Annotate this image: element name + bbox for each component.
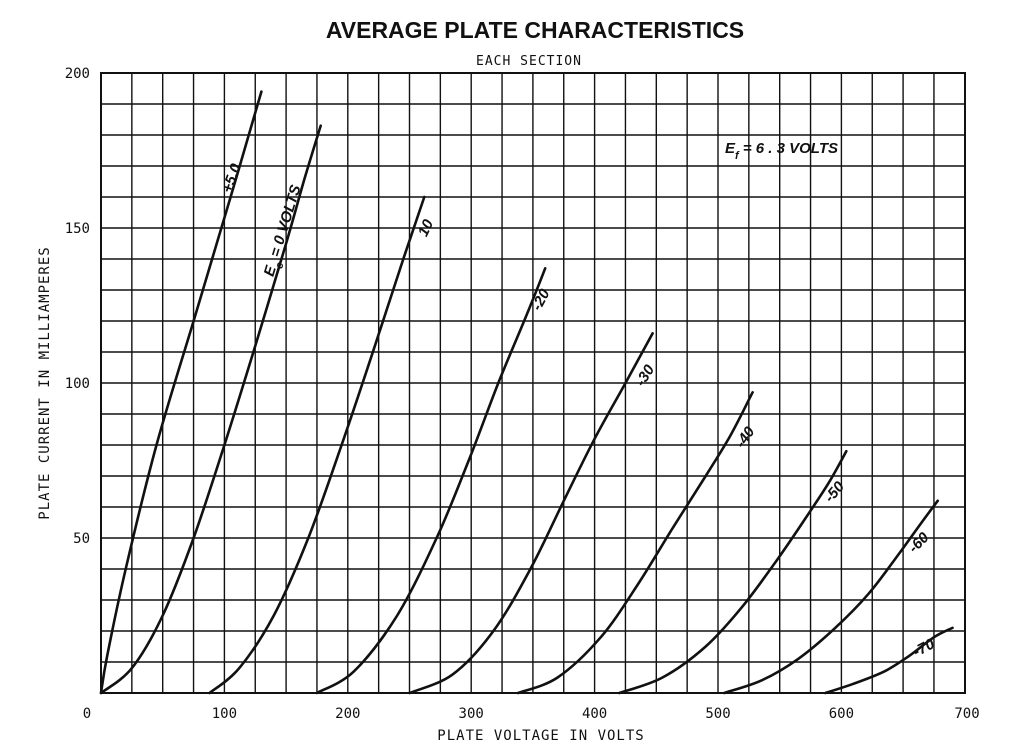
curve-series (315, 267, 547, 695)
curve-label: -60 (905, 529, 933, 557)
x-tick-label: 200 (335, 706, 360, 722)
x-tick-label: 700 (954, 706, 979, 722)
x-tick-label: 600 (829, 706, 854, 722)
curve-series (208, 195, 426, 695)
plot-frame (100, 72, 966, 694)
curve-label: 10 (415, 216, 438, 239)
curve-series (824, 626, 954, 695)
curve-series (618, 449, 848, 695)
chart-title: AVERAGE PLATE CHARACTERISTICS (326, 17, 744, 43)
curve-labels: +5.0Ec = 0 VOLTS 10-20-30-40-50-60-70 (219, 161, 938, 661)
y-tick-label: 100 (65, 376, 90, 392)
x-tick-labels: 0 100 200 300 400 500 600 700 (83, 706, 980, 722)
curves (99, 90, 954, 695)
annotation-subscript: f (735, 150, 740, 162)
annotation-rest: = 6 . 3 VOLTS (739, 140, 838, 157)
curve-series (722, 499, 939, 695)
x-tick-label: 400 (582, 706, 607, 722)
y-tick-label: 150 (65, 221, 90, 237)
annotation-e: E (725, 140, 736, 157)
curve-label: -50 (821, 478, 848, 506)
y-tick-label: 200 (65, 66, 90, 82)
x-tick-label: 500 (705, 706, 730, 722)
filament-voltage-annotation: Ef = 6 . 3 VOLTS (725, 140, 838, 162)
curve-series (99, 124, 322, 695)
x-axis-label: PLATE VOLTAGE IN VOLTS (437, 728, 644, 744)
y-tick-label: 50 (73, 531, 90, 547)
chart-subtitle: EACH SECTION (476, 54, 582, 69)
x-tick-label: 300 (459, 706, 484, 722)
x-tick-label: 100 (212, 706, 237, 722)
y-tick-labels: 50 100 150 200 (65, 66, 90, 547)
grid (101, 73, 965, 693)
curve-series (99, 90, 263, 695)
y-axis-label: PLATE CURRENT IN MILLIAMPERES (37, 246, 53, 519)
curve-series (408, 332, 654, 695)
x-tick-label: 0 (83, 706, 91, 722)
curve-series (516, 391, 754, 695)
